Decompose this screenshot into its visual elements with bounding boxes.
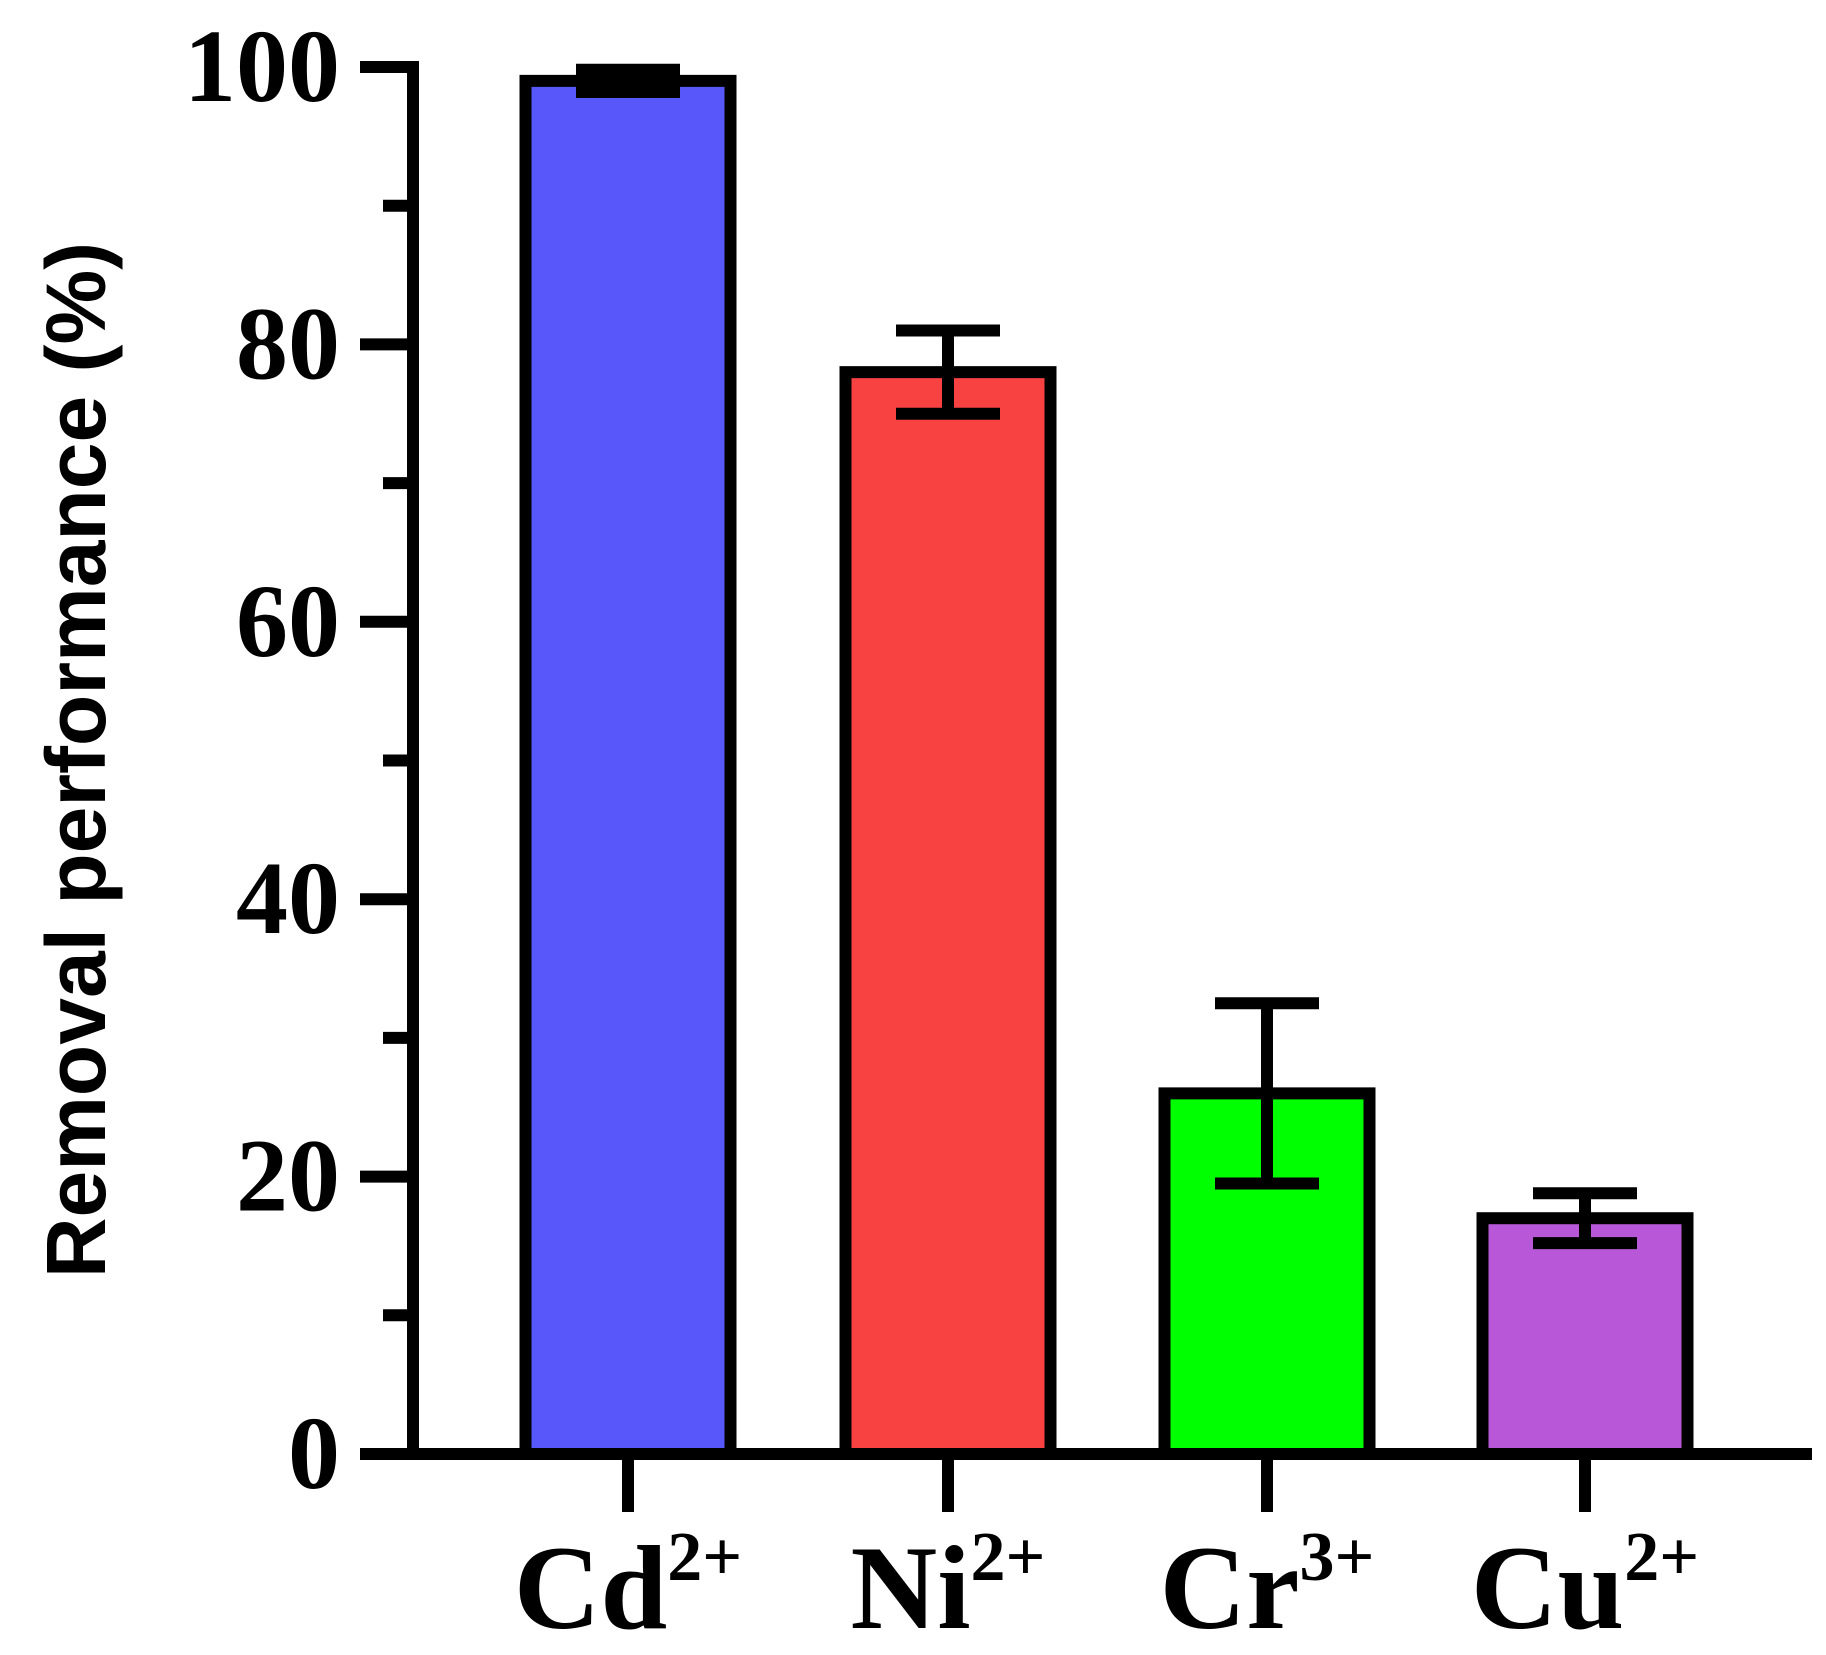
x-tick-label-base: Ni	[851, 1521, 971, 1654]
bar-cu	[1476, 1212, 1694, 1460]
y-axis-title: Removal performance (%)	[29, 242, 123, 1278]
bar-ni	[839, 366, 1057, 1460]
error-bar-cr	[1215, 997, 1319, 1190]
y-tick-label: 40	[236, 841, 340, 956]
error-bars	[576, 63, 1637, 1250]
bar-cd	[519, 74, 737, 1461]
x-tick-label-cu: Cu2+	[1471, 1519, 1699, 1654]
y-tick-label: 60	[236, 564, 340, 679]
error-bar-cu	[1533, 1187, 1637, 1250]
x-tick-label-ni: Ni2+	[851, 1519, 1046, 1654]
y-tick-label: 0	[288, 1396, 340, 1511]
y-tick-label: 80	[236, 286, 340, 401]
y-tick-label: 20	[236, 1119, 340, 1234]
y-tick-label: 100	[184, 9, 340, 124]
error-bar-ni	[896, 324, 1000, 420]
x-tick-label-cr: Cr3+	[1160, 1519, 1375, 1654]
x-tick-label-superscript: 2+	[1624, 1519, 1699, 1596]
axes	[360, 61, 1812, 1512]
x-tick-label-superscript: 2+	[971, 1519, 1046, 1596]
x-tick-label-base: Cr	[1160, 1521, 1300, 1654]
bars	[519, 74, 1694, 1461]
x-tick-label-superscript: 3+	[1300, 1519, 1375, 1596]
x-tick-label-base: Cd	[514, 1521, 667, 1654]
x-tick-label-base: Cu	[1471, 1521, 1624, 1654]
x-tick-label-cd: Cd2+	[514, 1519, 742, 1654]
x-tick-label-superscript: 2+	[667, 1519, 742, 1596]
error-bar-cd	[576, 63, 680, 98]
